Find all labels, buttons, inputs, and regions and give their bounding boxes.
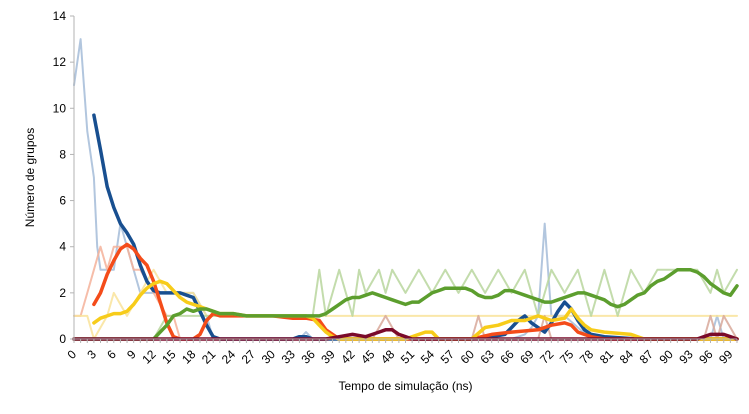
- y-tick-label: 0: [59, 332, 66, 346]
- x-tick-label: 60: [458, 347, 478, 367]
- series-layer: [72, 38, 739, 341]
- x-tick-label: 87: [637, 347, 657, 367]
- x-tick-label: 75: [557, 347, 577, 367]
- y-tick-label: 8: [59, 147, 66, 161]
- x-tick-label: 99: [716, 347, 736, 367]
- x-tick-label: 3: [84, 347, 99, 362]
- smoothed-series-line-5: [92, 113, 739, 341]
- x-tick-label: 78: [577, 347, 597, 367]
- x-tick-label: 30: [259, 347, 279, 367]
- x-tick-label: 15: [159, 347, 179, 367]
- y-tick-label: 4: [59, 240, 66, 254]
- x-tick-label: 45: [358, 347, 378, 367]
- y-tick-label: 12: [53, 55, 67, 69]
- y-tick-label: 14: [53, 9, 67, 23]
- y-tick-label: 2: [59, 286, 66, 300]
- x-tick-label: 90: [656, 347, 676, 367]
- x-tick-label: 21: [199, 347, 219, 367]
- y-tick-label: 10: [53, 101, 67, 115]
- x-tick-label: 33: [279, 347, 299, 367]
- x-tick-label: 72: [537, 347, 557, 367]
- x-tick-label: 42: [338, 347, 358, 367]
- x-tick-label: 6: [104, 347, 119, 362]
- x-tick-label: 96: [696, 347, 716, 367]
- y-axis-title: Número de grupos: [23, 128, 37, 227]
- smoothed-series-line-6: [92, 242, 739, 341]
- x-tick-label: 24: [219, 347, 239, 367]
- x-tick-label: 36: [298, 347, 318, 367]
- x-tick-label: 0: [64, 347, 79, 362]
- x-tick-label: 27: [239, 347, 259, 367]
- x-tick-label: 39: [318, 347, 338, 367]
- x-tick-label: 63: [477, 347, 497, 367]
- x-tick-label: 81: [597, 347, 617, 367]
- x-tick-label: 93: [676, 347, 696, 367]
- x-tick-label: 9: [124, 347, 139, 362]
- x-tick-label: 69: [517, 347, 537, 367]
- x-tick-label: 48: [378, 347, 398, 367]
- x-tick-label: 18: [179, 347, 199, 367]
- x-tick-label: 51: [398, 347, 418, 367]
- x-axis-title: Tempo de simulação (ns): [338, 379, 472, 393]
- smoothed-series-line-8: [72, 268, 739, 341]
- x-tick-label: 66: [497, 347, 517, 367]
- y-tick-label: 6: [59, 194, 66, 208]
- x-tick-label: 54: [418, 347, 438, 367]
- x-tick-label: 84: [617, 347, 637, 367]
- x-tick-label: 57: [438, 347, 458, 367]
- x-tick-label: 12: [139, 347, 159, 367]
